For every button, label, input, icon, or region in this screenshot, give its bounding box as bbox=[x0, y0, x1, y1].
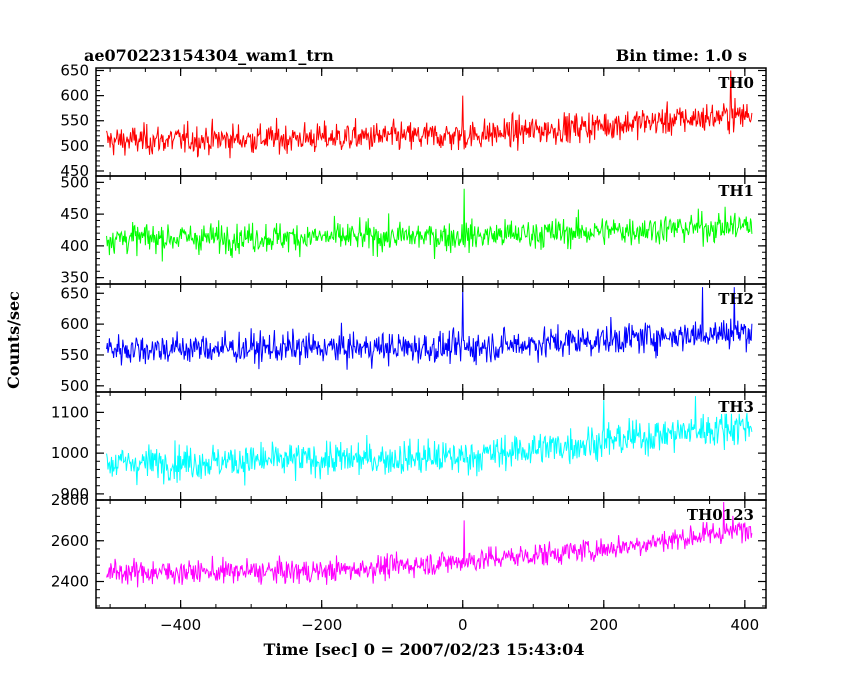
y-tick-label: 1000 bbox=[51, 444, 89, 462]
chart-title: ae070223154304_wam1_trn bbox=[84, 46, 334, 65]
x-tick-label: 400 bbox=[731, 616, 760, 634]
panel-frame bbox=[95, 283, 767, 393]
panel-th1: 350 400 450 500 TH1 bbox=[60, 173, 767, 287]
y-tick-label: 550 bbox=[60, 346, 89, 364]
series-line-th3 bbox=[106, 396, 753, 486]
panel-th0: 450 500 550 600 650 TH0 bbox=[60, 62, 767, 180]
series-line-th1 bbox=[106, 188, 753, 262]
y-tick-label: 2600 bbox=[51, 532, 89, 550]
y-tick-label: 500 bbox=[60, 137, 89, 155]
y-tick-label: 500 bbox=[60, 377, 89, 395]
y-tick-label: 350 bbox=[60, 269, 89, 287]
y-tick-label: 2800 bbox=[51, 491, 89, 509]
panel-label: TH0123 bbox=[687, 506, 754, 524]
panel-label: TH2 bbox=[718, 290, 754, 308]
y-tick-label: 650 bbox=[60, 62, 89, 80]
y-axis-label: Counts/sec bbox=[4, 291, 23, 389]
panel-label: TH0 bbox=[718, 74, 754, 92]
y-tick-label: 650 bbox=[60, 284, 89, 302]
series-line-th0123 bbox=[106, 502, 753, 588]
y-tick-label: 450 bbox=[60, 205, 89, 223]
x-axis-label: Time [sec] 0 = 2007/02/23 15:43:04 bbox=[264, 640, 585, 659]
y-tick-label: 600 bbox=[60, 87, 89, 105]
panel-label: TH3 bbox=[718, 398, 754, 416]
bin-time-label: Bin time: 1.0 s bbox=[616, 46, 747, 65]
series-line-th0 bbox=[106, 70, 753, 159]
y-tick-label: 550 bbox=[60, 112, 89, 130]
x-tick-label: −400 bbox=[160, 616, 201, 634]
x-tick-label: 0 bbox=[458, 616, 468, 634]
x-axis: −400 −200 0 200 400 bbox=[160, 616, 759, 634]
panel-th0123: 2400 2600 2800 TH0123 bbox=[51, 491, 767, 609]
x-tick-label: −200 bbox=[301, 616, 342, 634]
panel-frame bbox=[95, 391, 767, 501]
panel-th2: 500 550 600 650 TH2 bbox=[60, 283, 767, 395]
series-line-th2 bbox=[106, 287, 753, 370]
x-tick-label: 200 bbox=[589, 616, 618, 634]
y-tick-label: 1100 bbox=[51, 403, 89, 421]
y-tick-label: 900 bbox=[60, 485, 89, 503]
y-tick-label: 500 bbox=[60, 173, 89, 191]
panel-th3: 900 1000 1100 TH3 bbox=[51, 391, 767, 503]
y-tick-label: 2400 bbox=[51, 573, 89, 591]
y-tick-label: 600 bbox=[60, 315, 89, 333]
y-tick-label: 400 bbox=[60, 237, 89, 255]
panel-label: TH1 bbox=[718, 182, 754, 200]
panel-frame bbox=[95, 499, 767, 609]
y-tick-label: 450 bbox=[60, 162, 89, 180]
